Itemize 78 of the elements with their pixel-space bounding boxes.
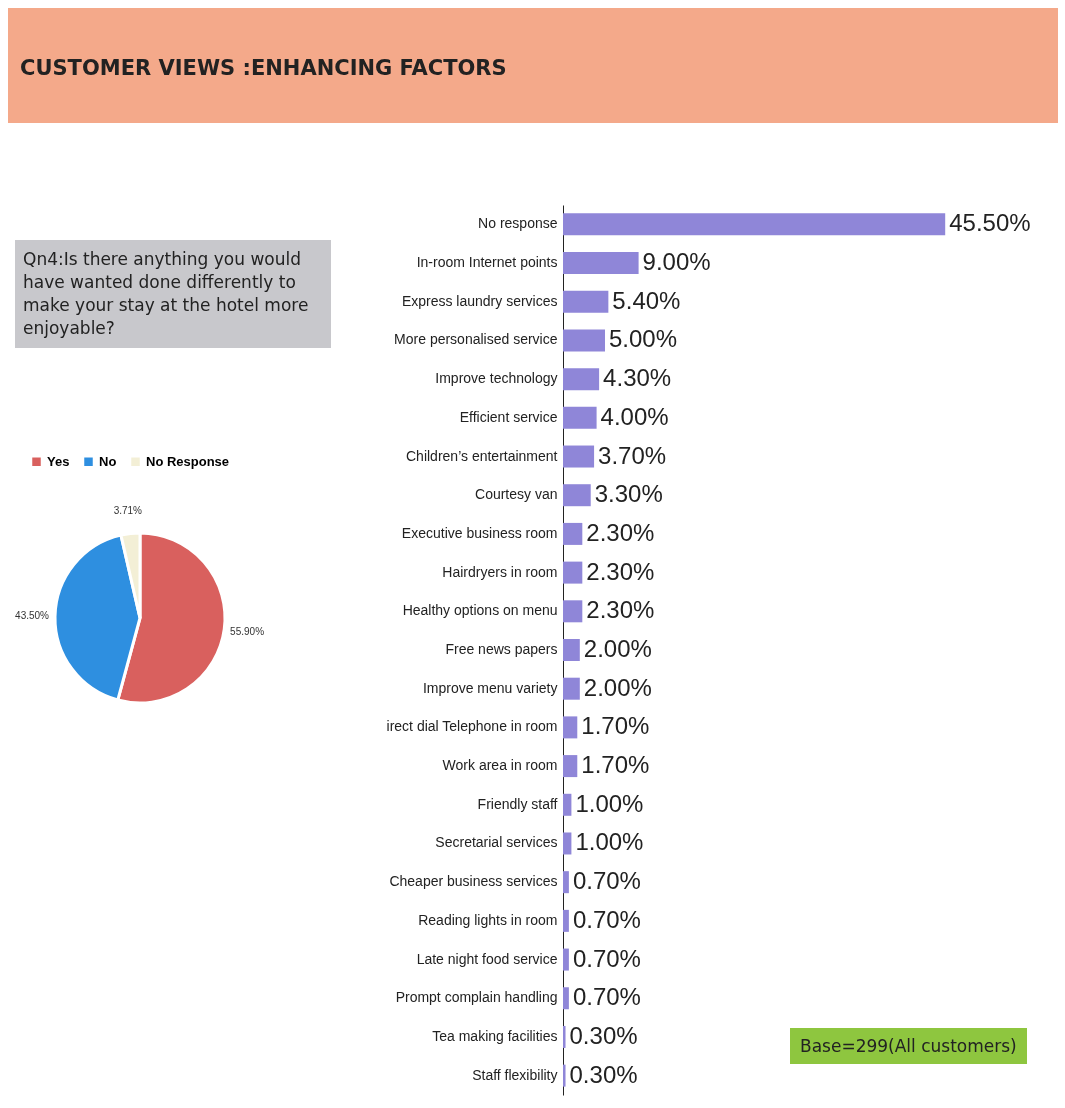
y-tick-label: Cheaper business services bbox=[389, 873, 558, 890]
data-label: 55.90% bbox=[230, 626, 265, 638]
data-label: 2.30% bbox=[586, 557, 655, 585]
y-tick-label: Courtesy van bbox=[475, 486, 558, 503]
data-label: 5.00% bbox=[609, 325, 678, 353]
data-label: 4.00% bbox=[600, 402, 669, 430]
bar bbox=[563, 561, 583, 584]
y-tick-label: Reading lights in room bbox=[418, 911, 558, 928]
bar bbox=[563, 755, 578, 778]
bar bbox=[563, 909, 569, 932]
y-tick-label: irect dial Telephone in room bbox=[386, 718, 558, 735]
bar bbox=[563, 948, 569, 971]
legend-label: No bbox=[99, 453, 117, 469]
bar bbox=[563, 484, 591, 507]
data-label: 0.30% bbox=[569, 1021, 638, 1049]
y-tick-label: Efficient service bbox=[459, 408, 558, 425]
bar bbox=[563, 871, 569, 894]
data-label: 0.70% bbox=[572, 905, 641, 933]
data-label: 0.70% bbox=[572, 867, 641, 895]
bar bbox=[563, 639, 580, 661]
y-tick-label: Improve technology bbox=[435, 370, 558, 387]
data-label: 1.00% bbox=[575, 828, 644, 856]
y-tick-label: Executive business room bbox=[401, 524, 558, 541]
y-tick-label: Friendly staff bbox=[477, 795, 558, 812]
bar bbox=[563, 600, 583, 623]
data-label: 45.50% bbox=[949, 209, 1031, 237]
data-label: 4.30% bbox=[603, 364, 672, 392]
y-tick-label: Express laundry services bbox=[401, 292, 558, 309]
y-tick-label: Children’s entertainment bbox=[406, 447, 558, 464]
data-label: 43.50% bbox=[15, 609, 50, 621]
data-label: 2.00% bbox=[583, 673, 652, 701]
y-tick-label: Tea making facilities bbox=[432, 1027, 558, 1044]
data-label: 3.30% bbox=[594, 480, 663, 508]
annotation: Base=299(All customers) bbox=[790, 1028, 1027, 1064]
legend-label: Yes bbox=[47, 453, 70, 469]
data-label: 0.30% bbox=[569, 1060, 638, 1088]
bar bbox=[563, 987, 569, 1010]
y-tick-label: Work area in room bbox=[442, 757, 558, 774]
legend-label: No Response bbox=[146, 453, 230, 469]
bar bbox=[563, 368, 600, 391]
y-tick-label: Prompt complain handling bbox=[395, 989, 558, 1006]
y-tick-label: Staff flexibility bbox=[472, 1066, 558, 1083]
y-tick-label: In-room Internet points bbox=[416, 254, 558, 271]
y-tick-label: Hairdryers in room bbox=[442, 563, 558, 580]
chart-subtitle: Qn4:Is there anything you would have wanted done differently to make your stay at the hotel more enjoyable? bbox=[15, 240, 331, 348]
bar bbox=[563, 793, 572, 816]
data-label: 1.70% bbox=[581, 751, 650, 779]
data-label: 3.71% bbox=[113, 504, 143, 516]
y-tick-label: Secretarial services bbox=[435, 834, 558, 851]
y-tick-label: Healthy options on menu bbox=[402, 602, 558, 619]
chart-title: CUSTOMER VIEWS :ENHANCING FACTORS bbox=[20, 56, 507, 80]
data-label: 9.00% bbox=[642, 248, 711, 276]
y-tick-label: No response bbox=[478, 215, 558, 232]
bar bbox=[563, 522, 583, 545]
y-tick-label: Late night food service bbox=[416, 950, 558, 967]
bar bbox=[563, 252, 639, 275]
bar bbox=[563, 213, 946, 236]
data-label: 1.70% bbox=[581, 712, 650, 740]
data-label: 3.70% bbox=[598, 441, 667, 469]
bar bbox=[563, 290, 609, 313]
bar bbox=[563, 329, 605, 352]
bar bbox=[563, 406, 597, 429]
bar bbox=[563, 1064, 566, 1087]
data-label: 5.40% bbox=[612, 286, 681, 314]
data-label: 0.70% bbox=[572, 944, 641, 972]
bar bbox=[563, 1025, 566, 1048]
bar bbox=[563, 677, 580, 700]
y-tick-label: Free news papers bbox=[445, 641, 558, 657]
bar bbox=[563, 445, 595, 468]
data-label: 2.00% bbox=[583, 635, 652, 662]
bar bbox=[563, 716, 578, 739]
data-label: 1.00% bbox=[575, 789, 644, 817]
data-label: 0.70% bbox=[572, 983, 641, 1011]
data-label: 2.30% bbox=[586, 518, 655, 546]
y-tick-label: Improve menu variety bbox=[422, 679, 558, 696]
y-tick-label: More personalised service bbox=[394, 331, 558, 348]
data-label: 2.30% bbox=[586, 596, 655, 624]
bar bbox=[563, 832, 572, 855]
